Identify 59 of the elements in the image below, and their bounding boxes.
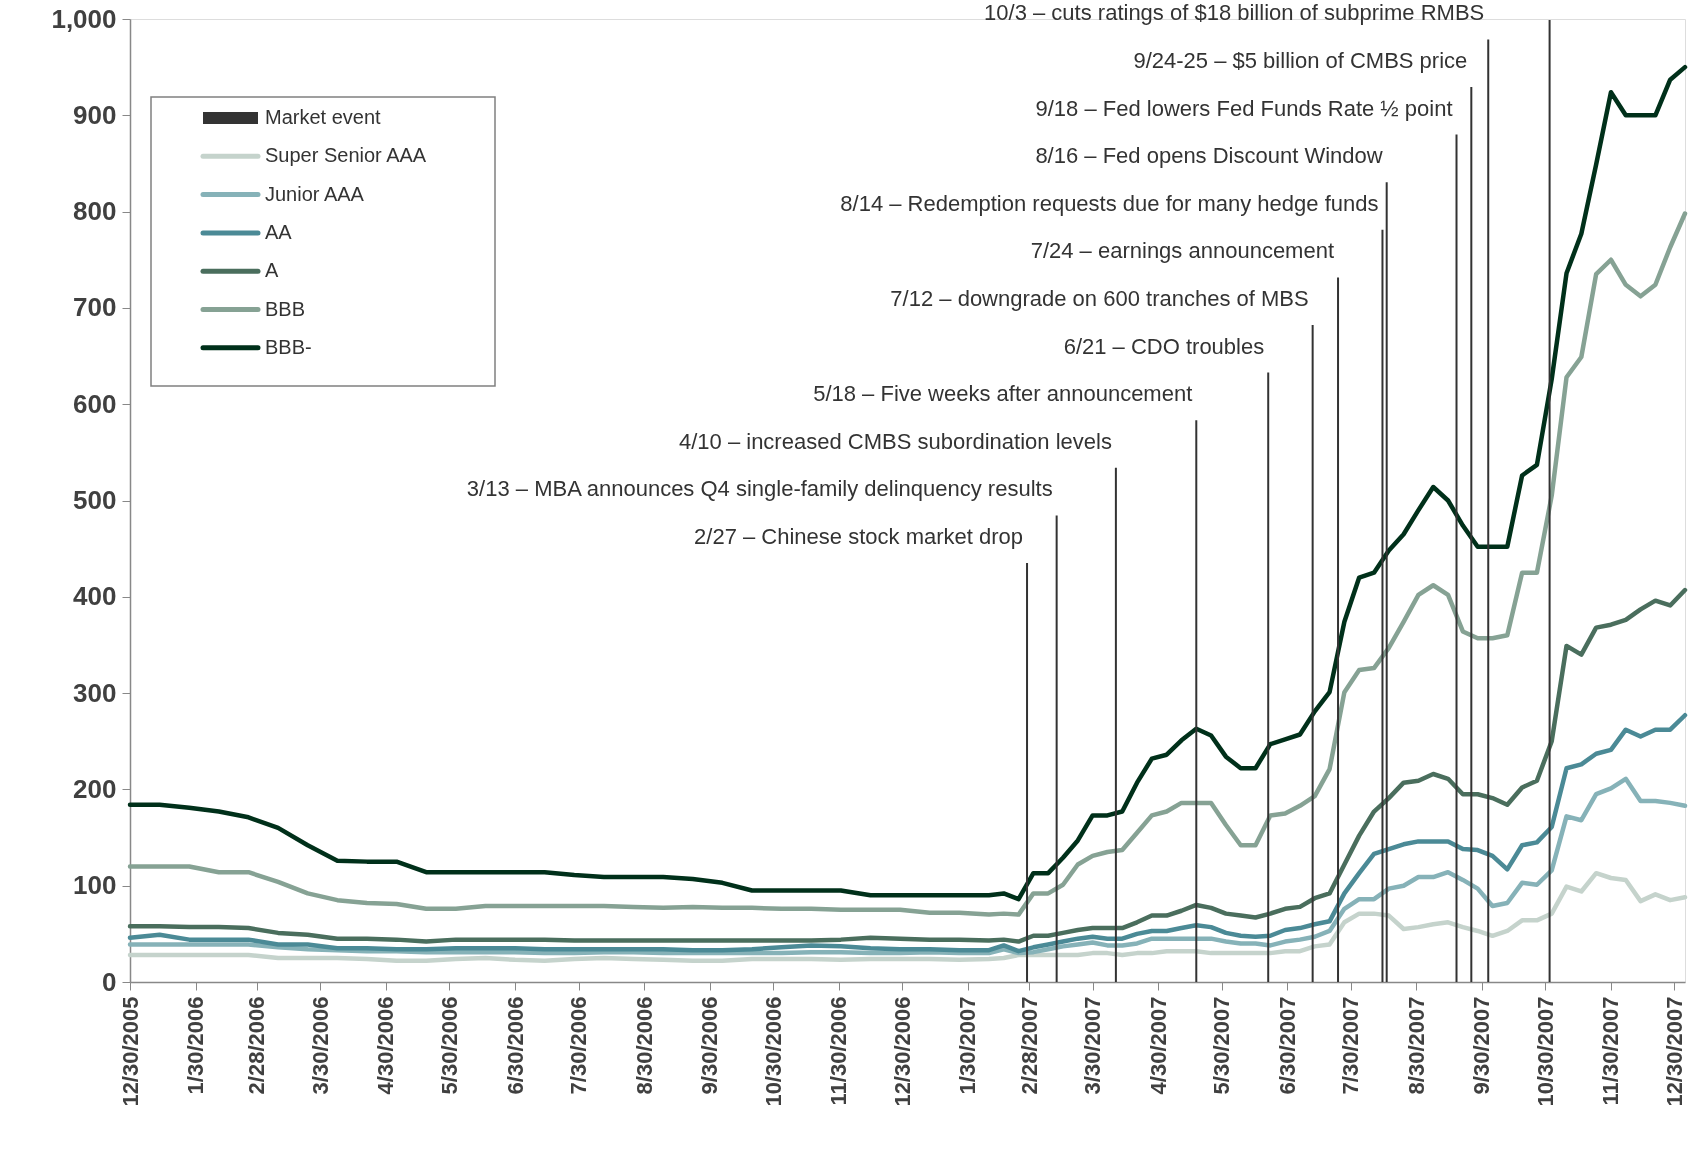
legend-label: A [265,259,279,282]
x-tick-label: 12/30/2005 [117,996,143,1107]
annotation: Market event [265,106,382,128]
x-tick-label: 1/30/2007 [955,996,981,1095]
y-tick-label: 800 [73,196,117,227]
x-tick-label: 11/30/2006 [826,996,852,1106]
y-tick-label: 400 [73,581,117,612]
ref-line-label: 4/10 – increased CMBS subordination levels [678,428,1112,454]
ref-line-label: 3/13 – MBA announces Q4 single-family delinquency results [466,476,1053,502]
x-tick-label: 11/30/2007 [1598,996,1624,1106]
x-tick-label: 3/30/2006 [307,996,333,1095]
x-tick-label: 8/30/2006 [631,996,657,1095]
x-tick-label: 9/30/2006 [697,996,723,1095]
y-tick-label: 300 [73,677,117,708]
x-tick-label: 5/30/2007 [1209,996,1235,1095]
ref-line-label: 9/18 – Fed lowers Fed Funds Rate ½ point [1035,95,1453,121]
y-tick-label: 200 [73,773,117,804]
x-tick-label: 2/28/2006 [244,996,270,1095]
x-tick-label: 3/30/2007 [1080,996,1106,1095]
x-tick-label: 6/30/2007 [1274,996,1300,1095]
line-series [127,870,1688,964]
x-tick-label: 12/30/2006 [889,996,915,1107]
line-series [127,587,1688,944]
ref-line-label: 8/14 – Redemption requests due for many hedge funds [840,190,1379,216]
legend-label: BBB- [265,335,312,358]
x-tick-label: 9/30/2007 [1469,996,1495,1095]
y-tick-label: 500 [73,485,117,515]
y-tick-label: 700 [73,292,117,323]
legend-label: BBB [265,297,306,320]
legend-label: Super Senior AAA [265,144,427,167]
legend-label: Junior AAA [265,182,365,205]
ref-line-label: 7/12 – downgrade on 600 tranches of MBS [890,286,1309,311]
y-tick-label: 0 [102,966,117,997]
x-tick-label: 4/30/2007 [1145,996,1171,1095]
x-tick-label: 4/30/2006 [373,996,399,1095]
legend-label: AA [265,220,293,243]
ref-line-label: 7/24 – earnings announcement [1030,238,1335,264]
x-tick-label: 7/30/2006 [566,996,592,1095]
x-tick-label: 10/30/2006 [760,996,786,1107]
x-tick-label: 6/30/2006 [502,996,528,1095]
ref-line-label: 9/24-25 – $5 billion of CMBS price [1133,48,1468,73]
x-tick-label: 10/30/2007 [1532,996,1558,1107]
x-tick-label: 12/30/2007 [1661,996,1687,1107]
ref-line-label: 5/18 – Five weeks after announcement [813,381,1193,407]
y-tick-label: 600 [73,388,117,419]
x-tick-label: 1/30/2006 [183,996,209,1095]
x-tick-label: 5/30/2006 [436,996,462,1095]
ref-line-label: 6/21 – CDO troubles [1063,333,1265,359]
line-series [127,713,1688,954]
ref-line-label: 8/16 – Fed opens Discount Window [1035,143,1383,169]
y-tick-label: 900 [73,99,117,130]
y-tick-label: 1,000 [51,3,117,34]
x-tick-label: 7/30/2007 [1338,996,1364,1095]
y-tick-label: 100 [73,870,117,901]
ref-line-label: 10/3 – cuts ratings of $18 billion of subprime RMBS [984,0,1485,26]
x-tick-label: 2/28/2007 [1016,996,1042,1095]
ref-line-label: 2/27 – Chinese stock market drop [694,524,1024,549]
x-tick-label: 8/30/2007 [1403,996,1429,1095]
line-series [127,776,1688,956]
